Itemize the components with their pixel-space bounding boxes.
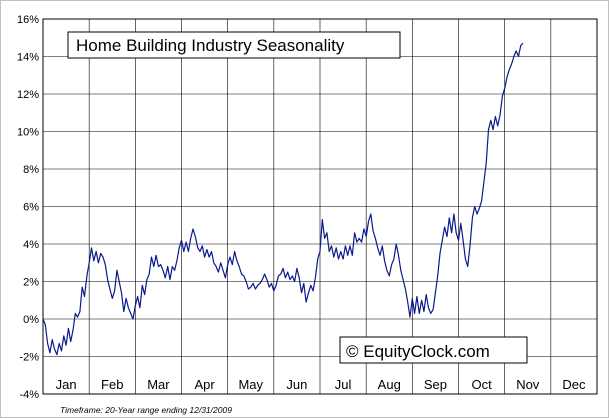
watermark-box: © EquityClock.com bbox=[339, 336, 528, 364]
y-axis: -4% -2% 0% 2% 4% 6% 8% 10% 12% 14% 16% bbox=[17, 14, 39, 401]
y-tick-label: 16% bbox=[17, 14, 39, 26]
x-tick-label: Mar bbox=[147, 377, 170, 392]
chart-title: Home Building Industry Seasonality bbox=[76, 36, 345, 55]
x-tick-label: Oct bbox=[471, 377, 492, 392]
x-axis: Jan Feb Mar Apr May Jun Jul Aug Sep Oct Nov Dec bbox=[56, 377, 586, 392]
y-tick-label: 2% bbox=[23, 277, 39, 289]
y-tick-label: 6% bbox=[23, 202, 39, 214]
y-tick-label: 12% bbox=[17, 89, 39, 101]
x-tick-label: Jul bbox=[335, 377, 352, 392]
watermark-text: © EquityClock.com bbox=[346, 342, 490, 361]
x-tick-label: Nov bbox=[516, 377, 540, 392]
x-tick-label: Jan bbox=[56, 377, 77, 392]
plot-area bbox=[42, 18, 598, 395]
y-tick-label: 10% bbox=[17, 127, 39, 139]
x-tick-label: Sep bbox=[424, 377, 447, 392]
x-tick-label: Aug bbox=[378, 377, 401, 392]
footnote: Timeframe: 20-Year range ending 12/31/20… bbox=[60, 405, 232, 415]
series-line bbox=[42, 42, 524, 356]
y-tick-label: 14% bbox=[17, 52, 39, 64]
y-tick-label: -4% bbox=[19, 389, 39, 401]
chart-title-box: Home Building Industry Seasonality bbox=[67, 31, 401, 59]
y-tick-label: 8% bbox=[23, 164, 39, 176]
x-tick-label: Apr bbox=[194, 377, 215, 392]
x-tick-label: Dec bbox=[562, 377, 586, 392]
y-tick-label: 4% bbox=[23, 239, 39, 251]
x-tick-label: Jun bbox=[286, 377, 307, 392]
y-tick-label: -2% bbox=[19, 352, 39, 364]
series-layer bbox=[42, 42, 524, 356]
x-tick-label: May bbox=[238, 377, 263, 392]
y-tick-label: 0% bbox=[23, 314, 39, 326]
x-tick-label: Feb bbox=[101, 377, 123, 392]
